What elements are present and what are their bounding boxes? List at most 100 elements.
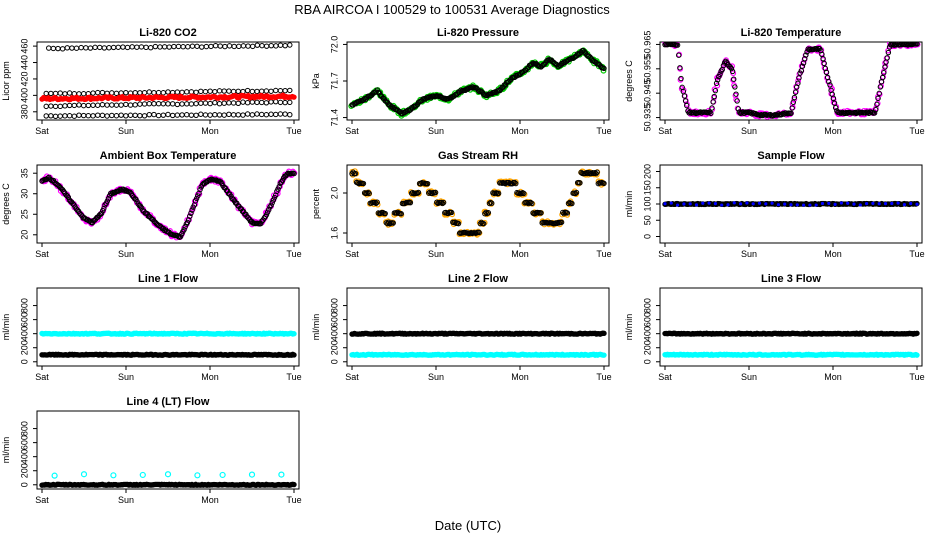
data-point <box>263 43 270 49</box>
data-point <box>83 45 89 51</box>
x-tick-label: Sun <box>741 249 757 259</box>
data-point <box>751 202 755 206</box>
data-point <box>92 44 98 51</box>
data-point <box>244 100 251 106</box>
x-tick-label: Tue <box>909 249 924 259</box>
plot-frame <box>346 287 610 367</box>
data-point <box>374 199 380 205</box>
data-layer <box>39 168 298 241</box>
x-tick-label: Tue <box>286 249 301 259</box>
data-point <box>876 90 882 97</box>
y-tick-label: 400 <box>19 88 29 103</box>
data-point <box>221 100 227 106</box>
panel-title: Sample Flow <box>757 150 825 162</box>
data-point <box>52 103 59 110</box>
data-point <box>216 88 223 94</box>
data-point <box>833 202 837 206</box>
data-point <box>440 199 447 206</box>
data-point <box>184 101 190 107</box>
data-point <box>268 99 274 105</box>
data-point <box>118 102 124 108</box>
y-tick-label: 200 <box>329 340 339 355</box>
data-point <box>282 87 288 94</box>
data-point <box>240 99 246 105</box>
data-point <box>909 201 913 206</box>
data-point <box>151 101 157 107</box>
y-tick-label: 35 <box>19 168 29 178</box>
data-point <box>277 99 284 106</box>
x-tick-label: Sun <box>741 126 757 136</box>
data-point <box>486 200 493 207</box>
data-point <box>839 201 844 205</box>
y-tick-label: 50.945 <box>642 79 652 107</box>
data-point <box>291 481 297 488</box>
data-point <box>455 220 462 227</box>
y-axis-label: ml/min <box>1 437 11 464</box>
data-point <box>76 112 82 118</box>
data-point <box>282 99 288 106</box>
y-tick-label: 200 <box>642 340 652 355</box>
data-point <box>95 89 101 96</box>
x-tick-label: Mon <box>511 249 529 259</box>
data-point <box>179 101 185 107</box>
y-tick-label: 800 <box>329 298 339 313</box>
series-line-flow-hi <box>349 330 607 337</box>
data-point <box>85 102 92 109</box>
data-point <box>194 43 200 49</box>
x-tick-label: Mon <box>201 372 219 382</box>
data-point <box>736 109 743 115</box>
data-point <box>390 220 396 226</box>
plot-frame <box>36 410 300 490</box>
plot-frame <box>346 164 610 244</box>
data-point <box>184 112 190 118</box>
x-tick-label: Sun <box>118 372 134 382</box>
data-point <box>710 99 716 105</box>
data-point <box>90 113 96 119</box>
y-tick-label: 200 <box>19 340 29 355</box>
x-tick-label: Mon <box>824 126 842 136</box>
data-point <box>175 43 182 50</box>
data-point <box>495 190 502 197</box>
data-layer <box>39 330 297 358</box>
y-tick-label: 100 <box>642 196 652 211</box>
data-point <box>820 55 826 62</box>
data-point <box>792 89 799 95</box>
x-tick-label: Mon <box>201 495 219 505</box>
data-point <box>212 99 218 106</box>
data-point <box>276 184 282 190</box>
data-point <box>80 112 87 119</box>
data-point <box>799 63 806 69</box>
data-point <box>372 199 378 206</box>
data-point <box>171 43 177 50</box>
data-point <box>101 45 108 51</box>
data-point <box>827 82 833 88</box>
data-point <box>269 199 275 206</box>
data-point <box>217 43 223 49</box>
y-tick-label: 600 <box>329 312 339 327</box>
data-point <box>789 105 795 111</box>
y-tick-label: 71.4 <box>329 109 339 127</box>
data-point <box>382 210 388 217</box>
data-point <box>109 112 115 119</box>
data-point <box>263 100 270 106</box>
data-point <box>155 112 162 119</box>
data-point <box>76 102 82 108</box>
data-point <box>187 213 193 220</box>
data-point <box>873 106 879 113</box>
data-point <box>706 109 713 115</box>
x-tick-label: Mon <box>824 249 842 259</box>
data-point <box>43 103 49 110</box>
y-tick-label: 400 <box>642 326 652 341</box>
data-point <box>291 331 297 337</box>
data-point <box>832 104 839 111</box>
data-point <box>124 44 131 51</box>
y-tick-label: 72.0 <box>329 36 339 54</box>
data-point <box>180 44 186 50</box>
data-point <box>161 44 168 50</box>
data-point <box>43 90 49 97</box>
data-point <box>711 93 717 100</box>
data-point <box>915 202 919 206</box>
data-point <box>85 113 92 119</box>
plot-frame <box>36 41 300 121</box>
